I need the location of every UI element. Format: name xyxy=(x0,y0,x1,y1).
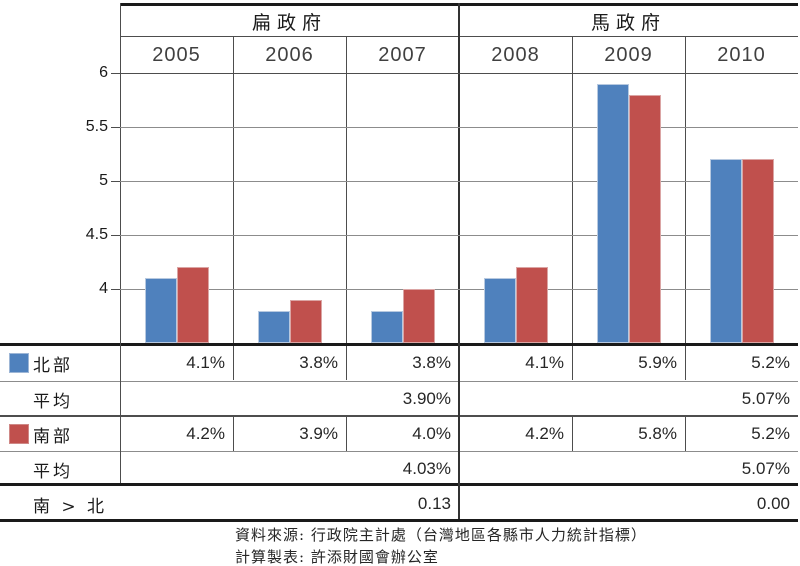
table-cell: 5.2% xyxy=(751,424,790,443)
bar-south-2007 xyxy=(402,289,435,343)
column-divider xyxy=(346,37,347,343)
cell-divider xyxy=(346,417,347,451)
row-label: 平均 xyxy=(33,461,73,482)
cell-divider xyxy=(233,417,234,451)
bar-south-2005 xyxy=(176,267,209,343)
year-header: 2009 xyxy=(604,43,653,66)
row-label: 南部 xyxy=(33,426,73,447)
column-divider xyxy=(685,37,686,343)
gridline xyxy=(120,235,798,236)
year-header: 2005 xyxy=(152,43,201,66)
legend-swatch-south xyxy=(9,424,29,444)
y-axis-line xyxy=(120,3,121,483)
table-merged-cell: 3.90% xyxy=(402,389,451,408)
table-thick-divider xyxy=(0,483,798,486)
table-bottom-border xyxy=(0,519,798,522)
row-divider xyxy=(0,451,798,452)
cell-divider xyxy=(572,346,573,380)
cell-divider xyxy=(572,417,573,451)
bar-south-2008 xyxy=(515,267,548,343)
y-axis-tick xyxy=(111,73,120,74)
table-cell: 4.1% xyxy=(525,353,564,372)
year-header: 2006 xyxy=(265,43,314,66)
y-axis-tick xyxy=(111,127,120,128)
footer-credit: 計算製表: 許添財國會辦公室 xyxy=(235,548,439,566)
cell-divider xyxy=(346,346,347,380)
bar-south-2010 xyxy=(741,159,774,343)
bar-north-2006 xyxy=(257,310,290,343)
table-cell: 3.8% xyxy=(299,353,338,372)
table-merged-cell: 0.13 xyxy=(417,494,451,513)
y-axis-tick xyxy=(111,289,120,290)
table-cell: 4.0% xyxy=(412,424,451,443)
table-merged-cell: 5.07% xyxy=(741,459,790,478)
row-divider-mid xyxy=(0,415,798,417)
chart-baseline xyxy=(0,343,798,346)
y-axis-tick xyxy=(111,181,120,182)
table-merged-cell: 5.07% xyxy=(741,389,790,408)
group-header-chen: 扁政府 xyxy=(251,11,327,34)
y-axis-label: 4.5 xyxy=(85,226,108,243)
cell-divider xyxy=(685,346,686,380)
y-axis-label: 5 xyxy=(99,172,108,189)
column-divider xyxy=(572,37,573,343)
y-axis-label: 6 xyxy=(99,64,108,81)
cell-divider xyxy=(685,417,686,451)
row-label: 平均 xyxy=(33,391,73,412)
bar-north-2009 xyxy=(596,83,629,343)
legend-swatch-north xyxy=(9,353,29,373)
table-cell: 5.2% xyxy=(751,353,790,372)
footer-source: 資料來源: 行政院主計處（台灣地區各縣市人力統計指標） xyxy=(235,526,647,544)
table-cell: 4.1% xyxy=(186,353,225,372)
row-label: 南 > 北 xyxy=(33,496,108,517)
bar-north-2008 xyxy=(483,278,516,343)
table-cell: 4.2% xyxy=(525,424,564,443)
bar-south-2006 xyxy=(289,299,322,343)
column-divider xyxy=(233,37,234,343)
year-header: 2007 xyxy=(378,43,427,66)
table-cell: 4.2% xyxy=(186,424,225,443)
table-cell: 5.8% xyxy=(638,424,677,443)
year-header: 2010 xyxy=(717,43,766,66)
table-cell: 5.9% xyxy=(638,353,677,372)
gridline xyxy=(120,181,798,182)
gridline xyxy=(120,73,798,74)
cell-divider xyxy=(233,346,234,380)
government-divider xyxy=(458,3,460,519)
y-axis-label: 5.5 xyxy=(85,118,108,135)
y-axis-label: 4 xyxy=(99,280,108,297)
row-label: 北部 xyxy=(33,355,73,376)
gridline xyxy=(120,127,798,128)
row-divider xyxy=(0,381,798,382)
year-header: 2008 xyxy=(491,43,540,66)
bar-south-2009 xyxy=(628,94,661,343)
bar-north-2007 xyxy=(370,310,403,343)
bar-north-2005 xyxy=(144,278,177,343)
bar-north-2010 xyxy=(709,159,742,343)
y-axis-tick xyxy=(111,235,120,236)
table-cell: 3.8% xyxy=(412,353,451,372)
table-cell: 3.9% xyxy=(299,424,338,443)
group-header-ma: 馬政府 xyxy=(590,11,666,34)
table-merged-cell: 4.03% xyxy=(402,459,451,478)
gridline xyxy=(120,289,798,290)
table-merged-cell: 0.00 xyxy=(756,494,790,513)
